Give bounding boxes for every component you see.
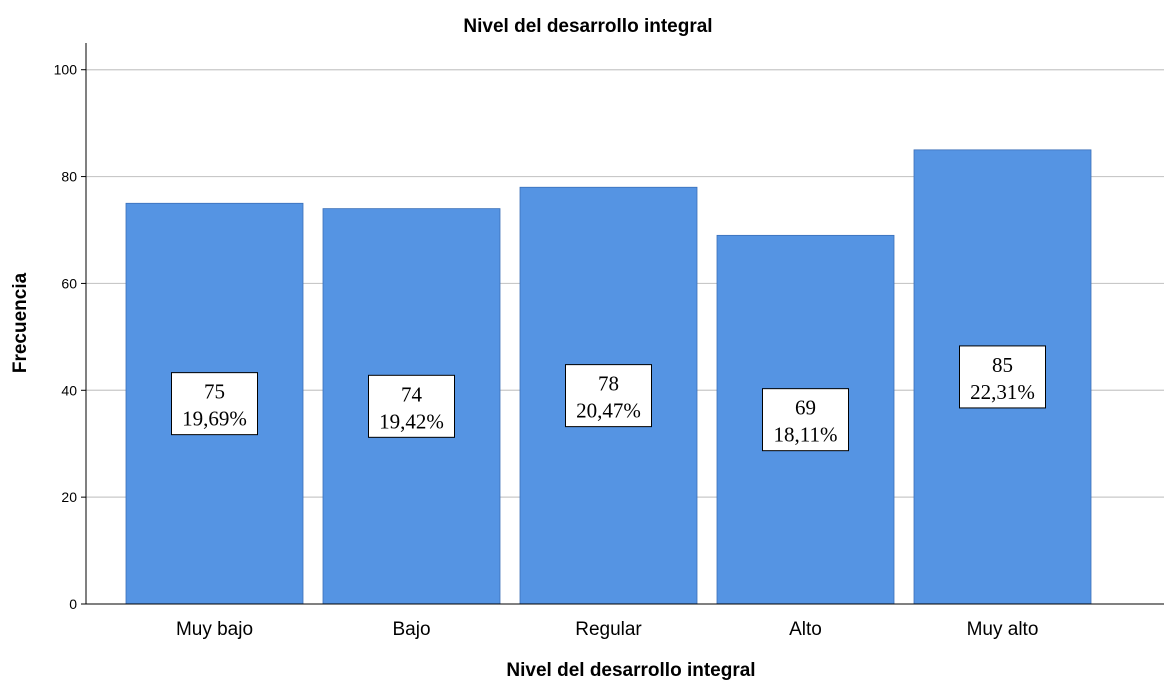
x-tick-label: Regular: [575, 619, 642, 640]
y-tick-label: 80: [61, 169, 77, 185]
data-label: 78 20,47%: [565, 364, 652, 428]
data-label-box: [565, 364, 652, 428]
y-tick-label: 0: [69, 596, 77, 612]
data-label: 85 22,31%: [959, 345, 1046, 409]
data-label-percent: 18,11%: [774, 423, 838, 447]
x-axis-ticks: Muy bajo Bajo Regular Alto Muy alto: [176, 619, 1038, 640]
data-label-box: [171, 372, 258, 436]
data-label-value: 69: [795, 396, 816, 420]
data-label-value: 85: [992, 353, 1013, 377]
chart-title: Nivel del desarrollo integral: [463, 16, 712, 37]
y-tick-label: 40: [61, 382, 77, 398]
data-label-box: [762, 388, 849, 452]
data-label-value: 78: [598, 372, 619, 396]
data-labels: 75 19,69% 74 19,42% 78 20,47% 69 18,11% 85 22,31%: [171, 345, 1046, 452]
data-label-percent: 22,31%: [970, 380, 1035, 404]
data-label: 69 18,11%: [762, 388, 849, 452]
y-tick-label: 60: [61, 275, 77, 291]
y-tick-label: 100: [54, 62, 78, 78]
data-label-box: [368, 374, 455, 438]
data-label-percent: 19,69%: [182, 407, 247, 431]
data-label: 74 19,42%: [368, 374, 455, 438]
y-axis-ticks: 0 20 40 60 80 100: [54, 62, 86, 612]
y-axis-title: Frecuencia: [10, 272, 31, 373]
data-label-percent: 19,42%: [379, 409, 444, 433]
data-label: 75 19,69%: [171, 372, 258, 436]
data-label-box: [959, 345, 1046, 409]
x-axis-title: Nivel del desarrollo integral: [506, 660, 755, 681]
x-tick-label: Muy alto: [967, 619, 1039, 640]
x-tick-label: Bajo: [392, 619, 430, 640]
data-label-value: 74: [401, 382, 423, 406]
x-tick-label: Alto: [789, 619, 822, 640]
data-label-percent: 20,47%: [576, 399, 641, 423]
x-tick-label: Muy bajo: [176, 619, 253, 640]
data-label-value: 75: [204, 380, 225, 404]
y-tick-label: 20: [61, 489, 77, 505]
